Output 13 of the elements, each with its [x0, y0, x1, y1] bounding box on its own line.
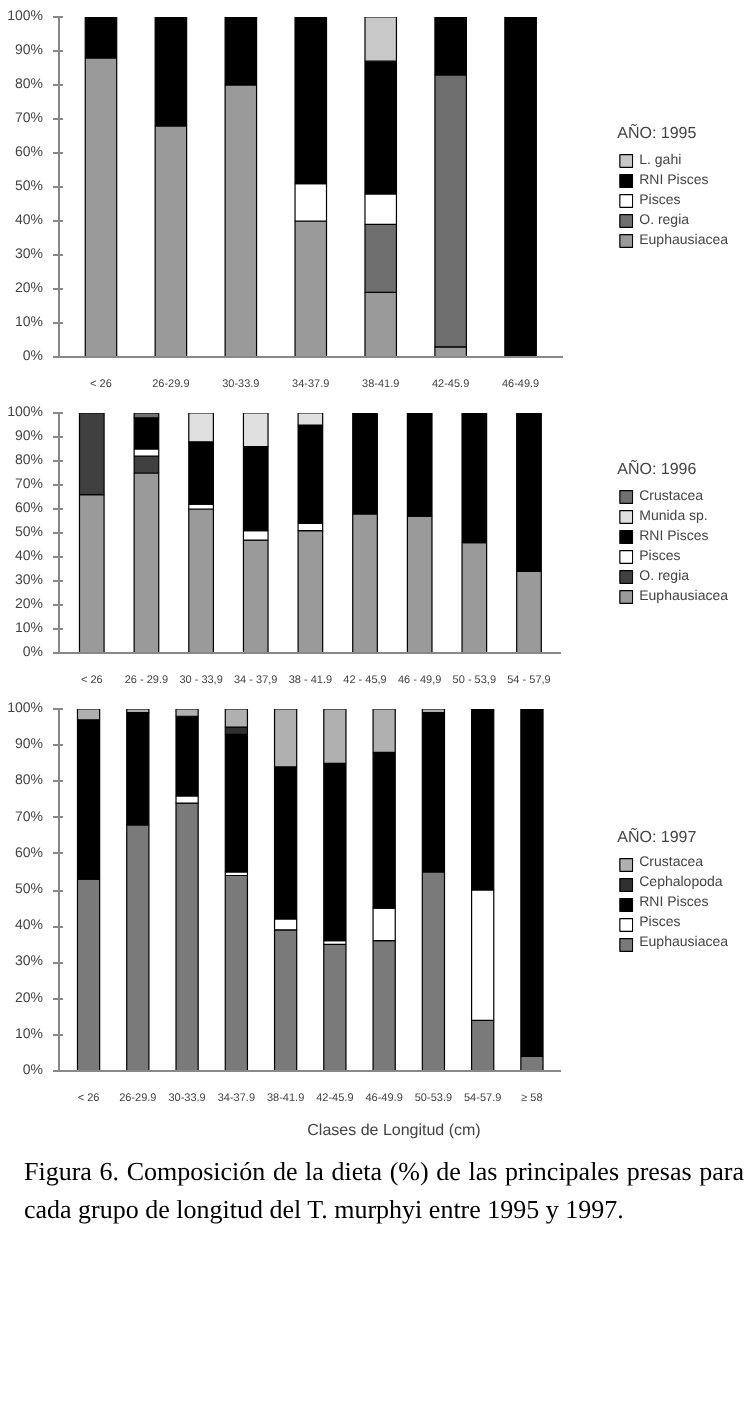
legend-title: AÑO: 1997: [617, 827, 699, 845]
bar: [175, 715, 199, 797]
bar: [133, 417, 160, 450]
legend-title: AÑO: 1996: [617, 460, 699, 478]
bar: [175, 802, 199, 1071]
text: Figura 6. Composición de la dieta (%) de las principales presas para cada grupo de longitud del T. murphyi entre 1995 y 1997.: [24, 1154, 744, 1228]
legend-title: AÑO: 1995: [617, 124, 699, 142]
bar: [224, 709, 249, 728]
bar: [504, 17, 537, 357]
bar: [297, 530, 324, 653]
bar: [242, 539, 269, 653]
x-axis-title: Clases de Longitud (cm): [307, 1121, 482, 1139]
bar: [188, 508, 214, 653]
